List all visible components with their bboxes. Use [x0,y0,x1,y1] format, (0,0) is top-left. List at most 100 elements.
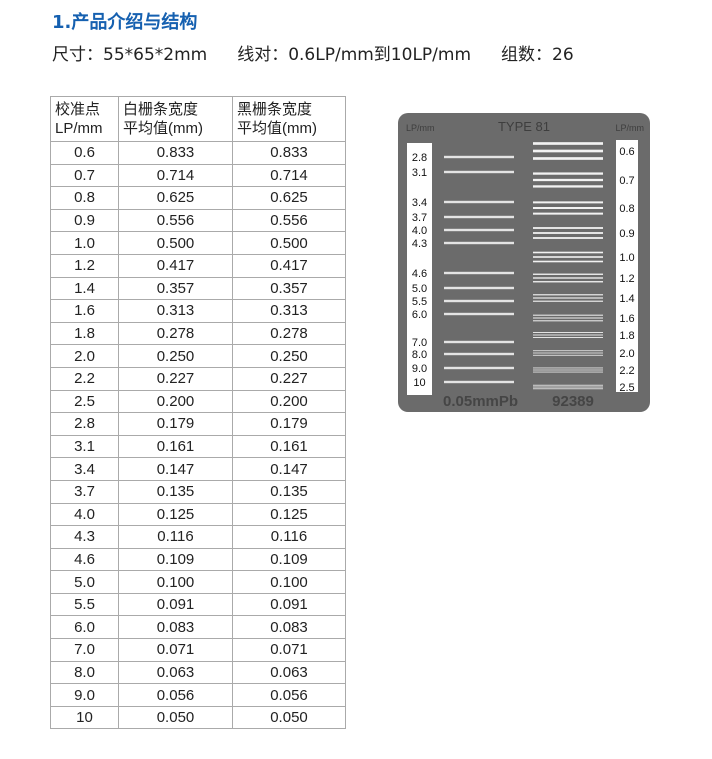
phantom-plate [398,113,650,412]
table-row: 9.0 0.056 0.056 [50,683,346,707]
right-bar [533,350,603,352]
table-cell: 0.714 [232,163,346,188]
right-bar [533,337,603,338]
table-cell: 2.8 [50,412,119,436]
section-heading: 1.产品介绍与结构 [52,12,198,33]
table-row: 7.0 0.071 0.071 [50,638,346,662]
table-cell: 0.056 [118,683,233,707]
table-cell: 0.625 [118,186,233,210]
table-cell: 1.8 [50,321,119,346]
table-cell: 0.227 [232,366,346,391]
right-bar [533,384,603,386]
table-row: 3.4 0.147 0.147 [50,457,346,481]
right-bar [533,157,603,160]
right-bar [533,300,603,302]
table-cell: 0.161 [118,434,233,459]
table-cell: 1.2 [50,253,119,278]
table-row: 4.3 0.116 0.116 [50,525,346,549]
right-bar [533,320,603,322]
right-bar [533,207,603,209]
table-row: 8.0 0.063 0.063 [50,660,346,685]
table-cell: 0.083 [118,615,233,640]
right-bar [533,294,603,296]
table-cell: 0.357 [118,276,233,301]
table-cell: 3.1 [50,434,119,459]
table-row: 0.8 0.625 0.625 [50,186,346,210]
right-group-label: 0.6 [619,146,634,158]
table-cell: 0.417 [118,253,233,278]
right-bar [533,386,603,388]
column-header: 黑栅条宽度 平均值(mm) [232,96,346,142]
table-row: 1.6 0.313 0.313 [50,299,346,323]
table-row: 2.0 0.250 0.250 [50,344,346,368]
right-bar [533,369,603,371]
right-bar [533,367,603,369]
table-cell: 0.083 [232,615,346,640]
table-cell: 0.625 [232,186,346,210]
table-cell: 9.0 [50,683,119,707]
right-bar [533,212,603,215]
table-cell: 0.179 [118,412,233,436]
right-group-label: 1.6 [619,313,634,325]
table-cell: 0.147 [232,457,346,481]
left-group-label: 2.8 [412,152,427,164]
table-cell: 5.0 [50,570,119,594]
right-bar [533,172,603,175]
table-row: 5.5 0.091 0.091 [50,592,346,617]
table-cell: 4.3 [50,525,119,549]
table-cell: 0.250 [118,344,233,368]
table-cell: 2.2 [50,366,119,391]
table-cell: 0.100 [118,570,233,594]
table-cell: 0.833 [232,141,346,165]
table-cell: 2.5 [50,389,119,414]
table-row: 0.6 0.833 0.833 [50,141,346,165]
table-cell: 0.056 [232,683,346,707]
table-cell: 0.833 [118,141,233,165]
right-group-label: 1.4 [619,293,634,305]
right-bar [533,256,603,258]
column-header: 白栅条宽度 平均值(mm) [118,96,233,142]
table-cell: 0.278 [118,321,233,346]
right-bar [533,332,603,333]
table-cell: 0.556 [232,208,346,233]
header-line: 平均值(mm) [237,120,317,137]
right-bar [533,260,603,263]
table-cell: 0.050 [232,705,346,730]
table-row: 1.8 0.278 0.278 [50,321,346,346]
table-cell: 0.227 [118,366,233,391]
table-cell: 0.357 [232,276,346,301]
left-line-group [444,312,514,316]
table-cell: 0.714 [118,163,233,188]
table-row: 1.0 0.500 0.500 [50,231,346,255]
left-line-group [444,215,514,219]
table-cell: 0.9 [50,208,119,233]
table-cell: 0.063 [232,660,346,685]
table-row: 3.1 0.161 0.161 [50,434,346,459]
table-row: 5.0 0.100 0.100 [50,570,346,594]
table-cell: 0.050 [118,705,233,730]
table-cell: 0.147 [118,457,233,481]
table-cell: 0.6 [50,141,119,165]
table-row: 0.9 0.556 0.556 [50,208,346,233]
left-group-label: 4.6 [412,268,427,280]
left-line-group [444,155,514,159]
right-bar [533,227,603,229]
right-bar [533,281,603,283]
right-bar [533,178,603,182]
table-cell: 0.313 [232,299,346,323]
left-line-group [444,271,514,275]
table-cell: 0.135 [232,479,346,504]
left-line-group [444,352,514,356]
table-cell: 0.250 [232,344,346,368]
table-cell: 0.278 [232,321,346,346]
table-row: 4.0 0.125 0.125 [50,502,346,527]
table-cell: 0.200 [118,389,233,414]
right-bar [533,232,603,234]
table-cell: 0.7 [50,163,119,188]
spec-line: 尺寸：55*65*2mm 线对：0.6LP/mm到10LP/mm 组数：26 [52,40,604,65]
spec-groups: 组数：26 [501,45,574,65]
right-bar [533,142,603,145]
left-group-label: 3.7 [412,212,427,224]
left-line-group [444,286,514,290]
table-cell: 0.135 [118,479,233,504]
